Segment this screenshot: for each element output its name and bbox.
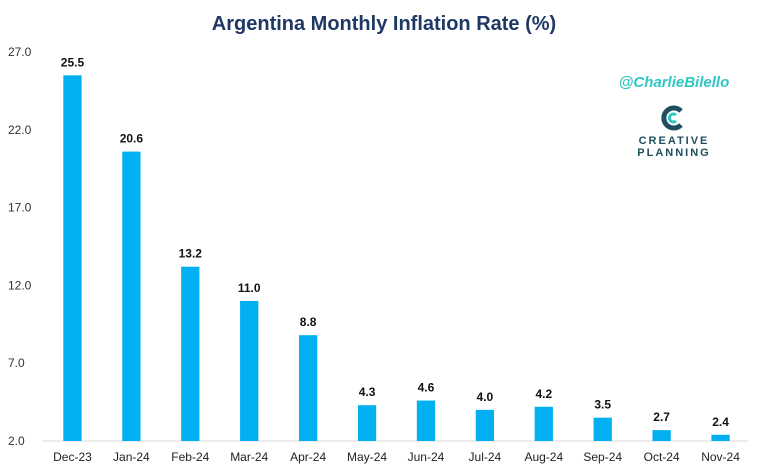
bar-data-label: 13.2 (179, 247, 203, 261)
bar-data-label: 4.6 (418, 381, 435, 395)
bar (240, 300, 259, 441)
x-category-label: Jan-24 (113, 450, 150, 464)
bar-series (63, 75, 730, 442)
bar (711, 434, 730, 441)
x-category-label: Feb-24 (171, 450, 209, 464)
bar-data-label: 8.8 (300, 315, 317, 329)
x-category-label: Dec-23 (53, 450, 92, 464)
x-category-label: Jun-24 (408, 450, 445, 464)
bar-data-label: 11.0 (238, 281, 261, 295)
bar (298, 335, 318, 441)
x-category-label: Nov-24 (701, 450, 740, 464)
y-tick-label: 7.0 (8, 356, 25, 370)
bar-data-label: 4.2 (535, 387, 552, 401)
bar (357, 405, 377, 441)
creative-planning-logo: CREATIVE PLANNING (637, 105, 710, 159)
bar (63, 75, 82, 441)
bar (181, 266, 200, 441)
y-tick-label: 17.0 (8, 201, 32, 215)
x-category-label: Mar-24 (230, 450, 268, 464)
bar (122, 151, 141, 442)
x-category-label: Oct-24 (644, 450, 680, 464)
bar-data-label: 25.5 (61, 55, 85, 69)
author-handle: @CharlieBilello (619, 74, 730, 91)
bar-data-label: 4.0 (477, 390, 494, 404)
logo-line-1: CREATIVE (639, 135, 710, 147)
x-category-label: May-24 (347, 450, 387, 464)
logo-c-icon (661, 105, 683, 131)
y-tick-label: 12.0 (8, 278, 32, 292)
bar-data-label: 2.4 (712, 415, 729, 429)
x-axis-categories: Dec-23 Jan-24 Feb-24 Mar-24 Apr-24 May-24 Jun-… (53, 450, 740, 464)
bar-data-label: 3.5 (594, 398, 611, 412)
bar (593, 417, 612, 441)
logo-line-2: PLANNING (637, 147, 710, 159)
y-tick-label: 27.0 (8, 45, 32, 59)
chart-title: Argentina Monthly Inflation Rate (%) (212, 13, 556, 35)
x-category-label: Apr-24 (290, 450, 326, 464)
y-tick-label: 2.0 (8, 434, 25, 448)
x-category-label: Sep-24 (583, 450, 622, 464)
bar-data-label: 4.3 (359, 385, 376, 399)
y-axis: 2.0 7.0 12.0 17.0 22.0 27.0 (8, 45, 32, 448)
bar (534, 406, 553, 441)
bar (475, 409, 495, 441)
bar (652, 430, 671, 441)
x-category-label: Aug-24 (524, 450, 563, 464)
bar (416, 400, 436, 441)
data-labels: 25.5 20.6 13.2 11.0 8.8 4.3 4.6 4.0 4.2 3.5 2.7 2.4 (61, 55, 729, 428)
bar-data-label: 20.6 (120, 132, 144, 146)
x-category-label: Jul-24 (469, 450, 502, 464)
bar-data-label: 2.7 (653, 410, 670, 424)
y-tick-label: 22.0 (8, 123, 32, 137)
